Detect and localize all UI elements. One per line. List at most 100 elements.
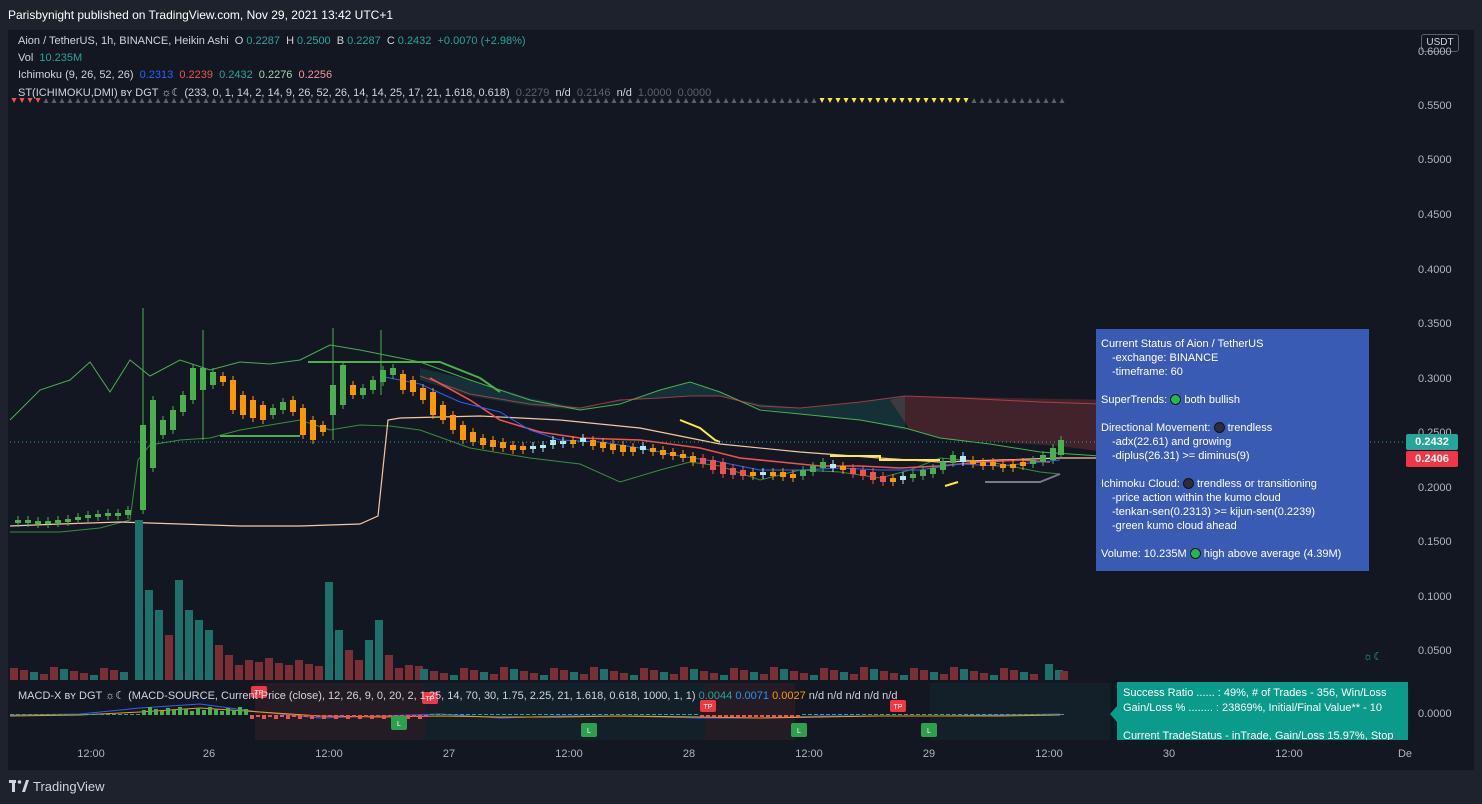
- dark-dot-icon: [1213, 422, 1225, 433]
- signal-triangle: [547, 98, 553, 103]
- macd-bar: [76, 714, 80, 715]
- long-marker[interactable]: L: [791, 723, 807, 737]
- symbol-legend[interactable]: Aion / TetherUS, 1h, BINANCE, Heikin Ash…: [18, 35, 529, 47]
- volume-bar: [295, 660, 303, 680]
- tradingview-brand[interactable]: TradingView: [33, 779, 105, 794]
- volume-bar: [90, 675, 98, 680]
- candle: [410, 380, 416, 392]
- ichimoku-legend[interactable]: Ichimoku (9, 26, 52, 26) 0.2313 0.2239 0…: [18, 69, 335, 81]
- symbol-title[interactable]: Aion / TetherUS, 1h, BINANCE, Heikin Ash…: [18, 35, 229, 47]
- signal-triangle: [523, 98, 529, 103]
- volume-bar: [195, 620, 203, 680]
- currency-button[interactable]: USDT: [1421, 34, 1459, 52]
- macd-bar: [52, 714, 56, 715]
- volume-bar: [630, 675, 638, 680]
- candle: [220, 376, 226, 382]
- candle: [75, 517, 81, 520]
- volume-bar: [470, 670, 478, 680]
- candle: [260, 405, 266, 420]
- dm-label: Directional Movement:: [1101, 422, 1211, 434]
- macd-bar: [532, 714, 536, 715]
- volume-bar: [720, 675, 728, 680]
- price-tick: 0.0500: [1418, 645, 1452, 657]
- macd-bar: [466, 714, 470, 715]
- signal-triangle: [875, 98, 881, 103]
- candle: [240, 395, 246, 415]
- macd-bar: [1042, 714, 1046, 715]
- macd-bar: [778, 715, 782, 717]
- tp-marker[interactable]: TP: [251, 686, 267, 698]
- volume-status-label: Volume: 10.235M: [1101, 548, 1187, 560]
- signal-triangle: [923, 98, 929, 103]
- time-axis[interactable]: 12:00 26 12:00 27 12:00 28 12:00 29 12:00 30 12:00…: [8, 742, 1474, 770]
- macd-bar: [826, 714, 830, 715]
- signal-triangle: [795, 98, 801, 103]
- signal-triangle: [1019, 98, 1025, 103]
- signal-triangle: [427, 98, 433, 103]
- macd-bar: [850, 714, 854, 715]
- tp-marker[interactable]: TP: [700, 700, 716, 712]
- macd-bar: [448, 714, 452, 715]
- status-ichimoku: Ichimoku Cloud: trendless or transitioni…: [1101, 477, 1364, 491]
- signal-triangle: [995, 98, 1001, 103]
- signal-triangle: [227, 98, 233, 103]
- signal-triangle: [939, 98, 945, 103]
- st-value-3: 0.2146: [576, 87, 611, 99]
- volume-bar: [730, 668, 738, 680]
- signal-triangle: [627, 98, 633, 103]
- volume-bar: [820, 668, 828, 680]
- volume-bar: [920, 670, 928, 680]
- macd-legend[interactable]: MACD-X ʙʏ DGT ☼☾ (MACD-SOURCE, Current P…: [18, 689, 897, 702]
- macd-bar: [598, 714, 602, 715]
- candle: [650, 448, 656, 452]
- macd-bar: [112, 714, 116, 715]
- long-marker[interactable]: L: [581, 723, 597, 737]
- macd-bar: [976, 714, 980, 715]
- candle: [520, 446, 526, 450]
- volume-bar: [175, 580, 183, 680]
- second-price-tag: 0.2406: [1406, 451, 1458, 467]
- tp-marker[interactable]: TP: [422, 692, 438, 704]
- signal-triangle: [291, 98, 297, 103]
- candle: [460, 425, 466, 440]
- candle: [160, 420, 166, 435]
- volume-status-value: high above average (4.39M): [1203, 548, 1342, 560]
- macd-bar: [1048, 714, 1052, 715]
- macd-bar: [1060, 714, 1064, 715]
- volume-bar: [980, 673, 988, 680]
- macd-bar: [520, 714, 524, 715]
- long-marker[interactable]: L: [921, 723, 937, 737]
- open-value: 0.2287: [246, 35, 281, 47]
- dm-value: trendless: [1227, 422, 1273, 434]
- signal-triangle: [19, 98, 25, 103]
- tradingview-logo-icon[interactable]: [9, 780, 29, 792]
- volume-bar: [770, 667, 778, 680]
- volume-bar: [1010, 670, 1018, 680]
- candle: [420, 388, 426, 400]
- volume-bar: [960, 669, 968, 680]
- volume-bar: [40, 674, 48, 680]
- signal-triangle: [99, 98, 105, 103]
- volume-bar: [930, 672, 938, 680]
- macd-bar: [136, 714, 140, 715]
- macd-bar: [676, 714, 680, 715]
- macd-bar: [610, 714, 614, 715]
- perf-line-2: Gain/Loss % ........ : 23869%, Initial/F…: [1123, 702, 1383, 714]
- volume-bar: [620, 673, 628, 680]
- volume-legend[interactable]: Vol 10.235M: [18, 52, 85, 64]
- signal-triangle: [915, 98, 921, 103]
- candle: [790, 474, 796, 478]
- tp-marker[interactable]: TP: [890, 700, 906, 712]
- signal-triangle: [859, 98, 865, 103]
- signal-triangle: [195, 98, 201, 103]
- st-legend[interactable]: ST(ICHIMOKU,DMI) ʙʏ DGT ☼☾ (233, 0, 1, 1…: [18, 86, 714, 99]
- macd-bar: [724, 715, 728, 717]
- long-marker[interactable]: L: [391, 716, 407, 730]
- signal-triangle: [595, 98, 601, 103]
- candle: [770, 472, 776, 476]
- macd-bar: [178, 707, 182, 715]
- time-label: 26: [202, 748, 216, 760]
- price-tick: 0.5500: [1418, 100, 1452, 112]
- candle: [850, 468, 856, 474]
